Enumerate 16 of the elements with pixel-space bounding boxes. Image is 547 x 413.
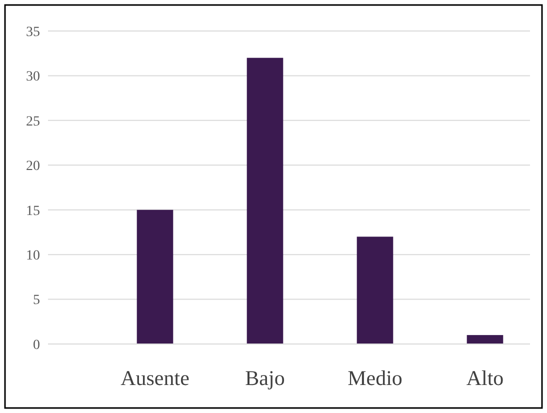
y-tick-label: 30 [26,70,40,85]
y-tick-label: 15 [26,204,40,219]
y-tick-label: 10 [26,248,40,264]
y-tick-label: 35 [26,24,40,40]
bar [466,335,504,344]
bar [356,236,394,344]
bar [136,210,174,344]
x-tick-label: Alto [466,366,504,390]
x-tick-label: Bajo [245,366,285,390]
y-tick-label: 20 [26,159,40,174]
bar [246,58,284,344]
x-tick-label: Ausente [120,366,190,390]
x-tick-label: Medio [348,366,402,390]
y-tick-label: 25 [26,114,40,130]
y-tick-label: 5 [33,293,40,308]
y-tick-label: 0 [33,338,40,353]
